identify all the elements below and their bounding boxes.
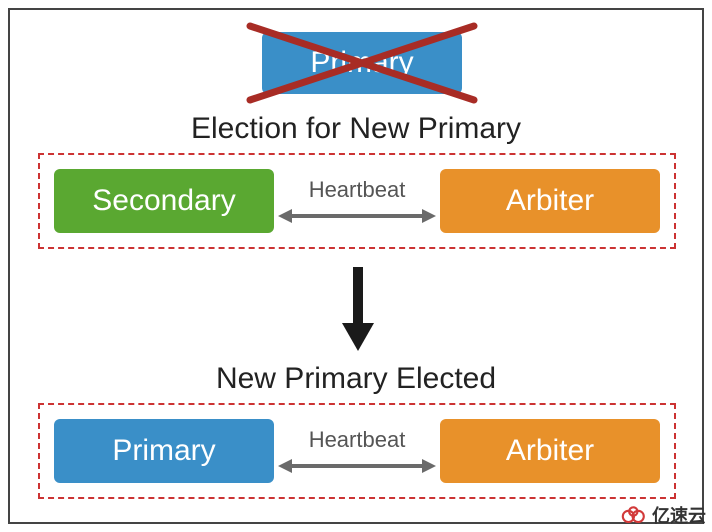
arbiter-label-2: Arbiter	[506, 434, 594, 468]
election-title: Election for New Primary	[10, 112, 702, 146]
arbiter-node-2: Arbiter	[440, 419, 660, 483]
new-primary-node: Primary	[54, 419, 274, 483]
elected-title: New Primary Elected	[10, 362, 702, 396]
election-group: Secondary Heartbeat Arbiter	[38, 153, 676, 249]
heartbeat-arrow-icon	[278, 455, 436, 477]
transition-arrow-icon	[338, 265, 378, 351]
arbiter-node-1: Arbiter	[440, 169, 660, 233]
heartbeat-label-1: Heartbeat	[276, 177, 438, 203]
secondary-label: Secondary	[92, 184, 235, 218]
heartbeat-arrow-icon	[278, 205, 436, 227]
cross-out-icon	[242, 18, 482, 108]
new-primary-label: Primary	[112, 434, 215, 468]
secondary-node: Secondary	[54, 169, 274, 233]
heartbeat-label-2: Heartbeat	[276, 427, 438, 453]
watermark: 亿速云	[620, 502, 706, 528]
elected-group: Primary Heartbeat Arbiter	[38, 403, 676, 499]
arbiter-label-1: Arbiter	[506, 184, 594, 218]
diagram-frame: Primary Election for New Primary Seconda…	[8, 8, 704, 524]
watermark-text: 亿速云	[652, 502, 706, 528]
watermark-logo-icon	[620, 505, 648, 525]
